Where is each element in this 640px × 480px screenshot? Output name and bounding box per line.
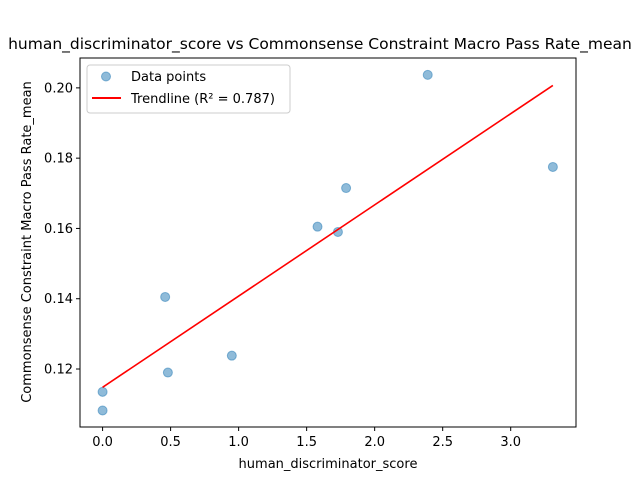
x-tick-label: 0.5: [160, 435, 181, 450]
data-point: [160, 291, 171, 302]
series-layer: [97, 69, 558, 416]
data-point: [312, 221, 323, 232]
y-axis-ticks: 0.12 0.14 0.16 0.18 0.20: [44, 81, 80, 378]
legend-label-trendline: Trendline (R² = 0.787): [130, 92, 275, 107]
y-tick-label: 0.12: [44, 363, 73, 378]
y-tick-label: 0.14: [44, 292, 73, 307]
plot-area: [79, 57, 577, 428]
data-point: [547, 161, 558, 172]
x-axis-ticks: 0.0 0.5 1.0 1.5 2.0 2.5 3.0: [92, 427, 521, 450]
x-tick-label: 2.0: [364, 435, 385, 450]
x-tick-label: 0.0: [92, 435, 113, 450]
trendline: [102, 84, 554, 388]
y-tick-label: 0.18: [44, 152, 73, 167]
legend-box: [86, 64, 291, 114]
data-point: [422, 69, 433, 80]
legend-label-data-points: Data points: [131, 70, 206, 85]
x-tick-label: 1.5: [296, 435, 317, 450]
data-point: [162, 367, 173, 378]
y-tick-label: 0.20: [44, 81, 73, 96]
legend-marker-data-points: [101, 71, 111, 82]
x-tick-label: 2.5: [432, 435, 453, 450]
data-point: [97, 386, 108, 397]
data-point: [341, 183, 352, 194]
y-axis-label: Commonsense Constraint Macro Pass Rate_m…: [20, 81, 35, 403]
chart-title: human_discriminator_score vs Commonsense…: [8, 35, 632, 54]
data-point: [97, 405, 108, 416]
x-tick-label: 3.0: [500, 435, 521, 450]
y-tick-label: 0.16: [44, 222, 73, 237]
x-tick-label: 1.0: [228, 435, 249, 450]
legend: Data points Trendline (R² = 0.787): [86, 64, 291, 114]
data-point: [226, 350, 237, 361]
x-axis-label: human_discriminator_score: [239, 457, 418, 472]
